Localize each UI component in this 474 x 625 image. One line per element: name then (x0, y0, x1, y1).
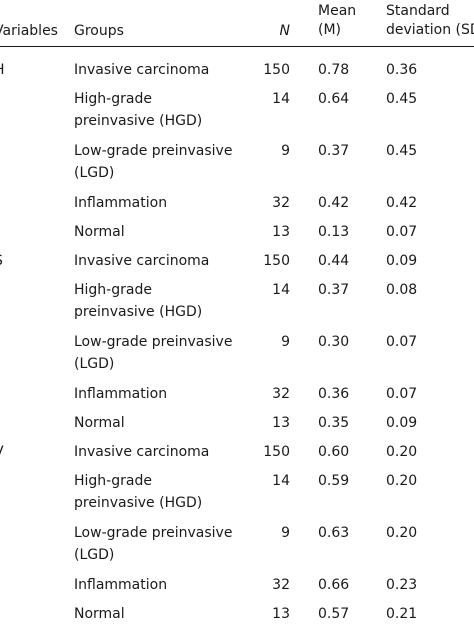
cell-mean: 0.37 (318, 143, 350, 159)
cell-n: 9 (281, 525, 290, 541)
cell-mean: 0.42 (318, 195, 350, 211)
cell-mean: 0.60 (318, 444, 350, 460)
cell-group: Normal (74, 224, 125, 240)
cell-sd: 0.20 (386, 473, 418, 489)
table-header: Variables Groups N Mean (M) Standard dev… (0, 0, 474, 47)
cell-group: High-grade preinvasive (HGD) (74, 282, 203, 320)
cell-n: 32 (272, 577, 290, 593)
cell-n: 9 (281, 143, 290, 159)
table-row: High-grade preinvasive (HGD) 14 0.37 0.08 (0, 279, 474, 324)
table-row: H Invasive carcinoma 150 0.78 0.36 (0, 59, 474, 81)
table-row: Normal 13 0.13 0.07 (0, 221, 474, 243)
cell-sd: 0.09 (386, 253, 418, 269)
cell-n: 13 (272, 224, 290, 240)
cell-sd: 0.07 (386, 334, 418, 350)
cell-variable: H (0, 59, 5, 81)
table-row: High-grade preinvasive (HGD) 14 0.59 0.20 (0, 470, 474, 515)
cell-variable: V (0, 441, 4, 463)
cell-sd: 0.21 (386, 606, 418, 622)
header-n: N (279, 23, 290, 39)
cell-mean: 0.44 (318, 253, 350, 269)
cell-sd: 0.20 (386, 444, 418, 460)
cell-mean: 0.57 (318, 606, 350, 622)
table-row: S Invasive carcinoma 150 0.44 0.09 (0, 250, 474, 272)
cell-n: 14 (272, 91, 290, 107)
cell-sd: 0.20 (386, 525, 418, 541)
cell-sd: 0.23 (386, 577, 418, 593)
cell-group: Normal (74, 415, 125, 431)
cell-mean: 0.64 (318, 91, 350, 107)
header-sd: Standard deviation (SD) (386, 2, 474, 40)
cell-n: 14 (272, 473, 290, 489)
header-groups: Groups (74, 23, 124, 39)
table-row: Inflammation 32 0.42 0.42 (0, 192, 474, 214)
header-sd-line2: deviation (SD) (386, 22, 474, 38)
cell-mean: 0.35 (318, 415, 350, 431)
cell-mean: 0.63 (318, 525, 350, 541)
cell-group: Invasive carcinoma (74, 444, 210, 460)
cell-n: 150 (263, 62, 290, 78)
cell-n: 9 (281, 334, 290, 350)
table-row: Inflammation 32 0.36 0.07 (0, 383, 474, 405)
cell-mean: 0.66 (318, 577, 350, 593)
header-mean-line1: Mean (318, 3, 357, 19)
cell-sd: 0.07 (386, 224, 418, 240)
cell-group: Low-grade preinvasive (LGD) (74, 143, 233, 181)
cell-mean: 0.30 (318, 334, 350, 350)
cell-mean: 0.37 (318, 282, 350, 298)
header-mean: Mean (M) (318, 2, 356, 40)
cell-group: Normal (74, 606, 125, 622)
cell-group: High-grade preinvasive (HGD) (74, 473, 203, 511)
cell-group: Invasive carcinoma (74, 253, 210, 269)
cell-sd: 0.36 (386, 62, 418, 78)
cell-sd: 0.42 (386, 195, 418, 211)
table-row: Low-grade preinvasive (LGD) 9 0.30 0.07 (0, 331, 474, 376)
cell-group: Invasive carcinoma (74, 62, 210, 78)
table-body: H Invasive carcinoma 150 0.78 0.36 High-grade… (0, 59, 474, 625)
cell-mean: 0.36 (318, 386, 350, 402)
header-sd-line1: Standard (386, 3, 450, 19)
cell-group: High-grade preinvasive (HGD) (74, 91, 203, 129)
cell-n: 14 (272, 282, 290, 298)
cell-sd: 0.09 (386, 415, 418, 431)
cell-variable: S (0, 250, 3, 272)
cell-mean: 0.78 (318, 62, 350, 78)
cell-group: Low-grade preinvasive (LGD) (74, 334, 233, 372)
cell-n: 32 (272, 195, 290, 211)
table-row: Low-grade preinvasive (LGD) 9 0.37 0.45 (0, 140, 474, 185)
cell-mean: 0.13 (318, 224, 350, 240)
table-row: Low-grade preinvasive (LGD) 9 0.63 0.20 (0, 522, 474, 567)
cell-n: 32 (272, 386, 290, 402)
table-row: Normal 13 0.35 0.09 (0, 412, 474, 434)
cell-sd: 0.45 (386, 143, 418, 159)
cell-n: 150 (263, 253, 290, 269)
cell-group: Low-grade preinvasive (LGD) (74, 525, 233, 563)
table-row: Inflammation 32 0.66 0.23 (0, 574, 474, 596)
cell-group: Inflammation (74, 195, 168, 211)
cell-sd: 0.08 (386, 282, 418, 298)
cell-n: 150 (263, 444, 290, 460)
cell-group: Inflammation (74, 577, 168, 593)
table-row: High-grade preinvasive (HGD) 14 0.64 0.45 (0, 88, 474, 133)
cell-sd: 0.07 (386, 386, 418, 402)
header-mean-line2: (M) (318, 22, 342, 38)
table-row: V Invasive carcinoma 150 0.60 0.20 (0, 441, 474, 463)
header-variables: Variables (0, 23, 58, 39)
table-row: Normal 13 0.57 0.21 (0, 603, 474, 625)
cell-mean: 0.59 (318, 473, 350, 489)
cell-n: 13 (272, 606, 290, 622)
cell-group: Inflammation (74, 386, 168, 402)
cell-n: 13 (272, 415, 290, 431)
cell-sd: 0.45 (386, 91, 418, 107)
